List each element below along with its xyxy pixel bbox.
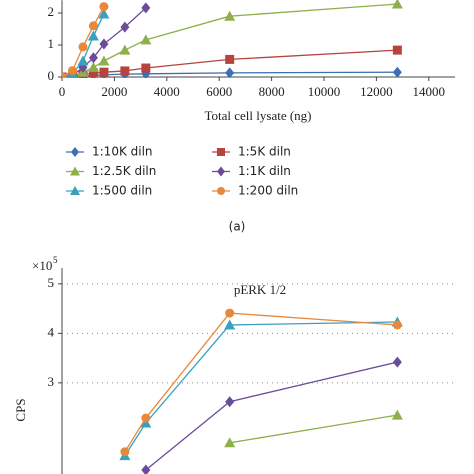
marker bbox=[225, 308, 235, 318]
marker bbox=[88, 52, 98, 64]
x-tick-label: 4000 bbox=[154, 84, 180, 99]
plot-area bbox=[119, 308, 403, 474]
x-tick-label: 6000 bbox=[206, 84, 232, 99]
marker bbox=[98, 55, 110, 66]
y-tick-label: 1 bbox=[48, 36, 55, 51]
marker bbox=[120, 447, 130, 457]
y-tick-label: 0 bbox=[48, 68, 55, 83]
y-tick-label: 5 bbox=[48, 275, 55, 290]
marker bbox=[141, 68, 151, 78]
x-tick-label: 8000 bbox=[259, 84, 285, 99]
x-tick-label: 0 bbox=[59, 84, 66, 99]
series-line bbox=[124, 312, 398, 453]
legend-marker bbox=[217, 148, 225, 156]
y-multiplier-exponent: 5 bbox=[53, 255, 58, 265]
legend-label: 1:2.5K diln bbox=[92, 164, 156, 178]
y-tick-label: 4 bbox=[48, 324, 55, 339]
series-line bbox=[124, 321, 398, 457]
chart-title: pERK 1/2 bbox=[234, 282, 286, 297]
marker bbox=[225, 54, 235, 64]
marker bbox=[120, 66, 130, 76]
marker bbox=[392, 66, 402, 78]
marker bbox=[225, 396, 235, 408]
marker bbox=[98, 8, 110, 19]
marker bbox=[141, 2, 151, 14]
marker bbox=[141, 464, 151, 474]
marker bbox=[87, 30, 99, 41]
marker bbox=[99, 38, 109, 50]
legend-label: 1:5K diln bbox=[238, 145, 291, 159]
marker bbox=[224, 437, 236, 448]
legend-marker bbox=[71, 147, 79, 157]
series-line bbox=[229, 414, 398, 444]
marker bbox=[88, 21, 98, 31]
x-tick-label: 2000 bbox=[101, 84, 127, 99]
marker bbox=[140, 34, 152, 45]
marker bbox=[67, 66, 77, 76]
marker bbox=[141, 413, 151, 423]
marker bbox=[392, 320, 402, 330]
marker bbox=[391, 0, 403, 9]
x-tick-label: 12000 bbox=[360, 84, 393, 99]
x-tick-label: 10000 bbox=[308, 84, 341, 99]
marker bbox=[225, 67, 235, 78]
legend-label: 1:10K diln bbox=[92, 145, 153, 159]
plot-area bbox=[62, 0, 403, 78]
y-tick-label: 3 bbox=[48, 374, 55, 389]
marker bbox=[77, 55, 89, 66]
legend-marker bbox=[70, 186, 80, 195]
legend-label: 1:200 diln bbox=[238, 184, 298, 198]
legend-label: 1:500 diln bbox=[92, 184, 152, 198]
legend-marker bbox=[70, 166, 80, 176]
x-tick-label: 14000 bbox=[413, 84, 446, 99]
marker bbox=[88, 68, 98, 78]
marker bbox=[99, 2, 109, 12]
marker bbox=[119, 44, 131, 55]
marker bbox=[392, 45, 402, 55]
marker bbox=[120, 21, 130, 33]
marker bbox=[224, 10, 236, 21]
marker bbox=[99, 67, 109, 77]
y-multiplier: ×10 bbox=[32, 258, 52, 273]
legend-marker bbox=[217, 166, 225, 177]
marker bbox=[224, 319, 236, 330]
legend-label: 1:1K diln bbox=[238, 164, 291, 178]
panel-label: (a) bbox=[229, 220, 246, 234]
marker bbox=[392, 356, 402, 368]
y-axis-label: CPS bbox=[13, 398, 28, 421]
marker bbox=[62, 72, 67, 78]
marker bbox=[87, 61, 99, 72]
x-axis-label: Total cell lysate (ng) bbox=[204, 108, 311, 123]
marker bbox=[78, 42, 88, 52]
y-tick-label: 2 bbox=[48, 4, 55, 19]
legend-marker bbox=[217, 187, 225, 195]
marker bbox=[391, 409, 403, 420]
marker bbox=[141, 63, 151, 73]
